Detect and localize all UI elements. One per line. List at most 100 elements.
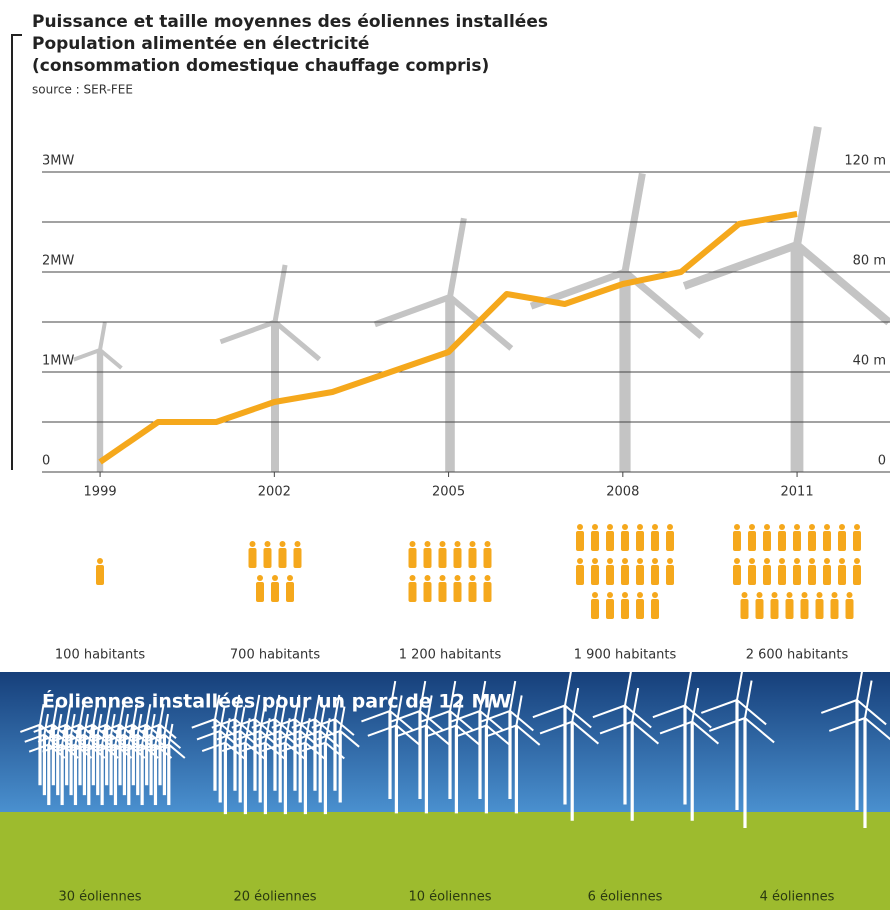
person-head xyxy=(484,575,491,581)
person-body xyxy=(793,565,801,585)
person-body xyxy=(823,565,831,585)
blade xyxy=(55,743,76,753)
person-body xyxy=(271,582,279,602)
person-head xyxy=(786,592,793,598)
person-head xyxy=(592,592,598,598)
person-head xyxy=(257,575,263,581)
blade xyxy=(457,724,487,737)
person-body xyxy=(96,565,104,585)
person-body xyxy=(778,531,786,551)
person-body xyxy=(606,531,614,551)
person-body xyxy=(438,548,447,568)
person-body xyxy=(606,599,614,619)
person-body xyxy=(636,565,644,585)
person-head xyxy=(824,558,830,564)
blade xyxy=(105,703,112,725)
person-body xyxy=(808,531,816,551)
person-head xyxy=(279,541,286,547)
population-label: 100 habitants xyxy=(55,648,145,663)
blade xyxy=(391,710,421,723)
blade xyxy=(314,718,335,736)
blade xyxy=(421,710,451,723)
person-body xyxy=(286,582,294,602)
parc-group xyxy=(532,671,720,821)
blade xyxy=(682,241,799,290)
blade xyxy=(389,710,414,732)
blade xyxy=(219,319,276,345)
person-head xyxy=(854,558,860,564)
x-tick-label: 2008 xyxy=(606,485,639,500)
blade xyxy=(395,695,403,726)
blade xyxy=(65,703,72,725)
blade xyxy=(864,717,890,741)
person-head xyxy=(484,541,491,547)
population-label: 700 habitants xyxy=(230,648,320,663)
blade xyxy=(479,680,487,712)
person-body xyxy=(438,582,447,602)
blade xyxy=(828,717,866,732)
blade xyxy=(599,720,633,735)
blade xyxy=(224,718,231,743)
person-body xyxy=(293,548,302,568)
person-body xyxy=(423,548,432,568)
person-body xyxy=(453,582,462,602)
blade xyxy=(367,724,397,737)
person-head xyxy=(809,524,815,530)
person-body xyxy=(748,531,756,551)
blade xyxy=(564,704,592,729)
population-label: 2 600 habitants xyxy=(746,648,849,663)
blade xyxy=(231,718,256,729)
blade xyxy=(296,730,321,741)
blade xyxy=(43,713,50,735)
blade xyxy=(624,704,652,729)
person-body xyxy=(666,531,674,551)
person-body xyxy=(453,548,462,568)
blade xyxy=(52,703,58,725)
blade xyxy=(274,718,295,736)
person-body xyxy=(621,531,629,551)
person-body xyxy=(263,548,272,568)
blade xyxy=(304,741,325,760)
blade xyxy=(736,662,745,701)
person-head xyxy=(249,541,256,547)
person-body xyxy=(830,599,839,619)
y2-tick-label: 0 xyxy=(878,454,886,469)
blade xyxy=(132,703,138,725)
person-head xyxy=(294,541,301,547)
blade xyxy=(271,718,296,729)
blade xyxy=(273,320,322,362)
blade xyxy=(279,706,286,732)
person-head xyxy=(424,575,431,581)
blade xyxy=(793,126,822,246)
blade xyxy=(621,172,646,273)
blade xyxy=(264,741,285,760)
blade xyxy=(279,730,300,748)
blade xyxy=(509,710,534,732)
blade xyxy=(481,710,511,723)
blade xyxy=(56,713,63,735)
person-head xyxy=(741,592,748,598)
blade xyxy=(299,730,320,748)
blade xyxy=(61,723,67,745)
person-head xyxy=(824,524,830,530)
blade xyxy=(425,724,451,746)
parc-group xyxy=(191,694,360,815)
person-head xyxy=(622,558,628,564)
person-head xyxy=(779,524,785,530)
person-body xyxy=(591,599,599,619)
x-tick-label: 2005 xyxy=(432,485,465,500)
person-head xyxy=(637,558,643,564)
blade xyxy=(294,718,315,736)
person-body xyxy=(748,565,756,585)
x-tick-label: 2011 xyxy=(781,485,814,500)
blade xyxy=(509,680,517,712)
blade xyxy=(216,730,241,741)
blade xyxy=(131,733,152,743)
blade xyxy=(294,694,301,720)
blade xyxy=(159,703,165,725)
person-body xyxy=(793,531,801,551)
blade xyxy=(95,743,116,753)
person-body xyxy=(838,531,846,551)
person-head xyxy=(652,558,658,564)
person-body xyxy=(408,548,417,568)
